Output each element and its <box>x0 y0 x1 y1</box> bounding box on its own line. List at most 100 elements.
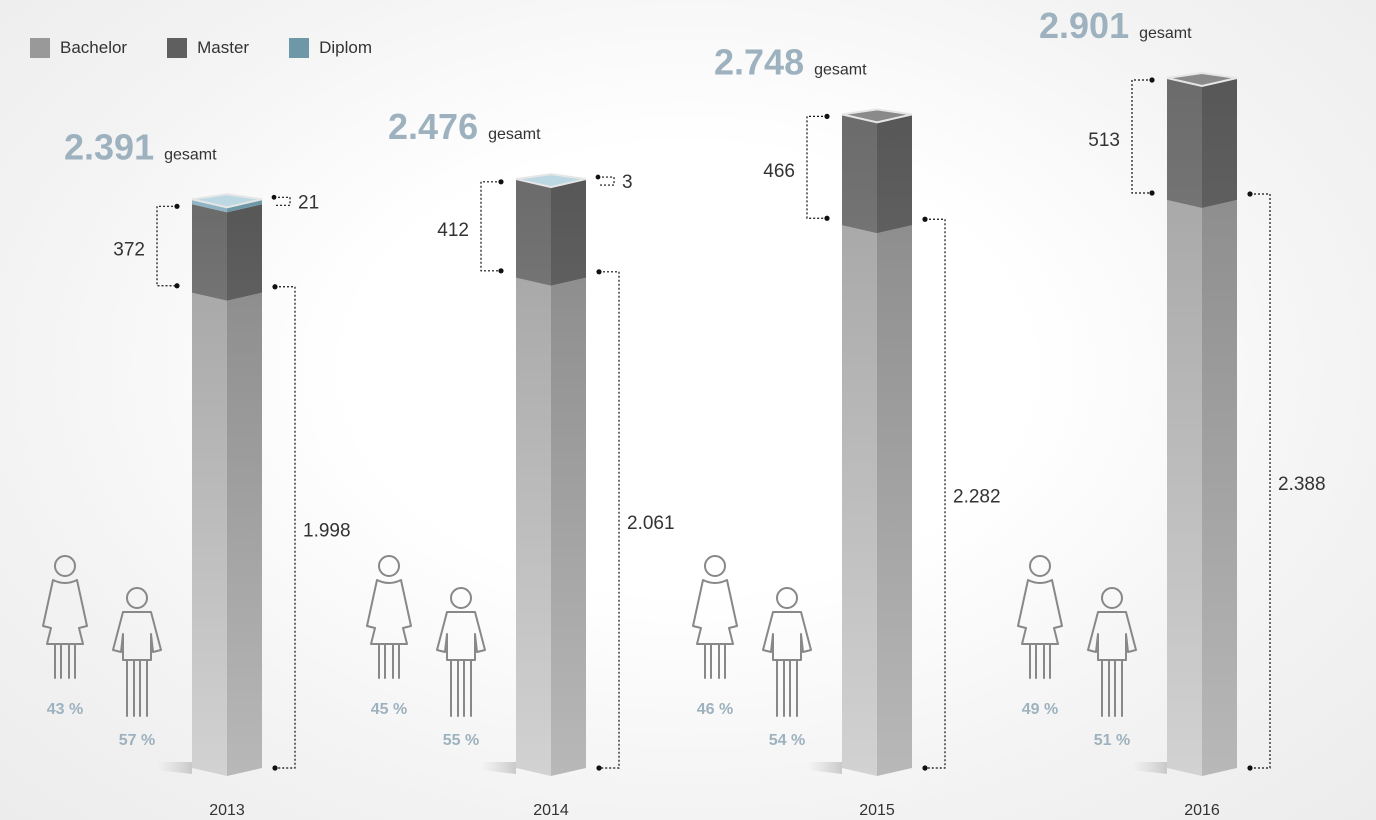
legend-label-bachelor: Bachelor <box>60 38 128 57</box>
male-percent-2013: 57 % <box>119 732 155 749</box>
female-icon-2014-body <box>366 579 412 645</box>
bracket-diplom-2014 <box>598 176 615 186</box>
legend-label-master: Master <box>197 38 250 57</box>
bar-diplom-side-2013 <box>227 199 262 213</box>
bracket-master-2015 <box>806 115 827 219</box>
female-icon-2013-legs <box>54 643 76 679</box>
bracket-dot-bachelor-bottom-2014 <box>596 765 602 771</box>
legend-label-diplom: Diplom <box>319 38 372 57</box>
total-label-2014: 2.476 gesamt <box>388 106 541 147</box>
bracket-dot-master-top-2016 <box>1149 77 1155 83</box>
bracket-dot-bachelor-bottom-2015 <box>922 765 928 771</box>
bar-bachelor-side-2015 <box>877 225 912 777</box>
female-percent-2014: 45 % <box>371 701 407 718</box>
male-percent-2015: 54 % <box>769 732 805 749</box>
female-percent-2016: 49 % <box>1022 701 1058 718</box>
female-icon-2015-head <box>704 555 726 577</box>
male-percent-2016: 51 % <box>1094 732 1130 749</box>
male-icon-2016-head <box>1101 587 1123 609</box>
female-percent-2015: 46 % <box>697 701 733 718</box>
bracket-bachelor-2013 <box>275 286 296 769</box>
bracket-dot-bachelor-top-2013 <box>272 284 278 290</box>
female-percent-2013: 43 % <box>47 701 83 718</box>
label-master-2014: 412 <box>437 220 469 241</box>
female-icon-2015-body <box>692 579 738 645</box>
legend-item-master: Master <box>167 38 249 58</box>
female-icon-2013 <box>42 555 88 679</box>
male-icon-2014-body <box>436 611 486 661</box>
male-icon-2016-legs <box>1101 659 1123 717</box>
male-icon-2015-legs <box>776 659 798 717</box>
bracket-dot-master-bottom-2014 <box>498 268 504 274</box>
female-icon-2014-legs <box>378 643 400 679</box>
female-icon-2016-legs <box>1029 643 1051 679</box>
bracket-dot-master-top-2014 <box>498 179 504 185</box>
bar-shadow-2015 <box>807 762 842 774</box>
bracket-master-2014 <box>480 181 501 272</box>
total-label-2015: 2.748 gesamt <box>714 41 867 82</box>
label-master-2015: 466 <box>763 161 795 182</box>
bracket-bachelor-2015 <box>925 218 946 769</box>
label-bachelor-2014: 2.061 <box>627 513 675 534</box>
bar-top-2016 <box>1166 71 1238 88</box>
bracket-dot-bachelor-top-2015 <box>922 216 928 222</box>
bar-top-2013 <box>191 193 263 209</box>
bracket-master-2013 <box>156 205 177 287</box>
bracket-bachelor-2014 <box>599 271 620 769</box>
bracket-master-2016 <box>1131 79 1152 194</box>
female-icon-2015 <box>692 555 738 679</box>
male-icon-2016-body <box>1087 611 1137 661</box>
female-icon-2016-head <box>1029 555 1051 577</box>
total-label-2013: 2.391 gesamt <box>64 126 217 167</box>
male-icon-2014-legs <box>450 659 472 717</box>
female-icon-2016 <box>1017 555 1063 679</box>
year-label-2015: 2015 <box>859 802 895 819</box>
female-icon-2014 <box>366 555 412 679</box>
bar-shadow-2014 <box>481 762 516 774</box>
bar-bachelor-side-2016 <box>1202 200 1237 776</box>
bar-top-2014 <box>515 173 587 189</box>
bracket-dot-master-bottom-2015 <box>824 215 830 221</box>
bar-master-2014 <box>516 179 551 286</box>
bar-bachelor-side-2014 <box>551 277 586 776</box>
total-suffix-2014: gesamt <box>488 126 541 143</box>
bracket-dot-bachelor-top-2014 <box>596 269 602 275</box>
male-icon-2013-legs <box>126 659 148 717</box>
total-suffix-2013: gesamt <box>164 146 217 163</box>
bar-master-side-2016 <box>1202 78 1237 209</box>
legend-item-bachelor: Bachelor <box>30 38 127 58</box>
year-label-2013: 2013 <box>209 802 245 819</box>
female-icon-2014-head <box>378 555 400 577</box>
male-icon-2014-head <box>450 587 472 609</box>
female-icon-2013-body <box>42 579 88 645</box>
bar-bachelor-2014 <box>516 277 551 776</box>
year-label-2014: 2014 <box>533 802 569 819</box>
male-icon-2015-body <box>762 611 812 661</box>
bar-bachelor-2015 <box>842 225 877 777</box>
bar-master-side-2014 <box>551 179 586 286</box>
bracket-dot-bachelor-top-2016 <box>1247 191 1253 197</box>
legend-item-diplom: Diplom <box>289 38 372 58</box>
bracket-diplom-2013 <box>274 196 291 206</box>
legend-swatch-bachelor <box>30 38 50 58</box>
male-icon-2016 <box>1087 587 1137 717</box>
male-icon-2013 <box>112 587 162 717</box>
male-icon-2013-body <box>112 611 162 661</box>
bracket-bachelor-2016 <box>1250 193 1271 769</box>
bar-master-2016 <box>1167 78 1202 209</box>
female-icon-2015-legs <box>704 643 726 679</box>
legend: Bachelor Master Diplom <box>30 38 412 58</box>
label-master-2016: 513 <box>1088 130 1120 151</box>
female-icon-2016-body <box>1017 579 1063 645</box>
bar-master-2013 <box>192 204 227 301</box>
bracket-dot-master-bottom-2016 <box>1149 190 1155 196</box>
total-suffix-2015: gesamt <box>814 61 867 78</box>
male-icon-2013-head <box>126 587 148 609</box>
label-diplom-2013: 21 <box>298 192 319 213</box>
bar-master-2015 <box>842 114 877 234</box>
bracket-dot-master-top-2015 <box>824 113 830 119</box>
label-bachelor-2013: 1.998 <box>303 520 351 541</box>
male-icon-2015 <box>762 587 812 717</box>
bar-shadow-2013 <box>157 762 192 774</box>
